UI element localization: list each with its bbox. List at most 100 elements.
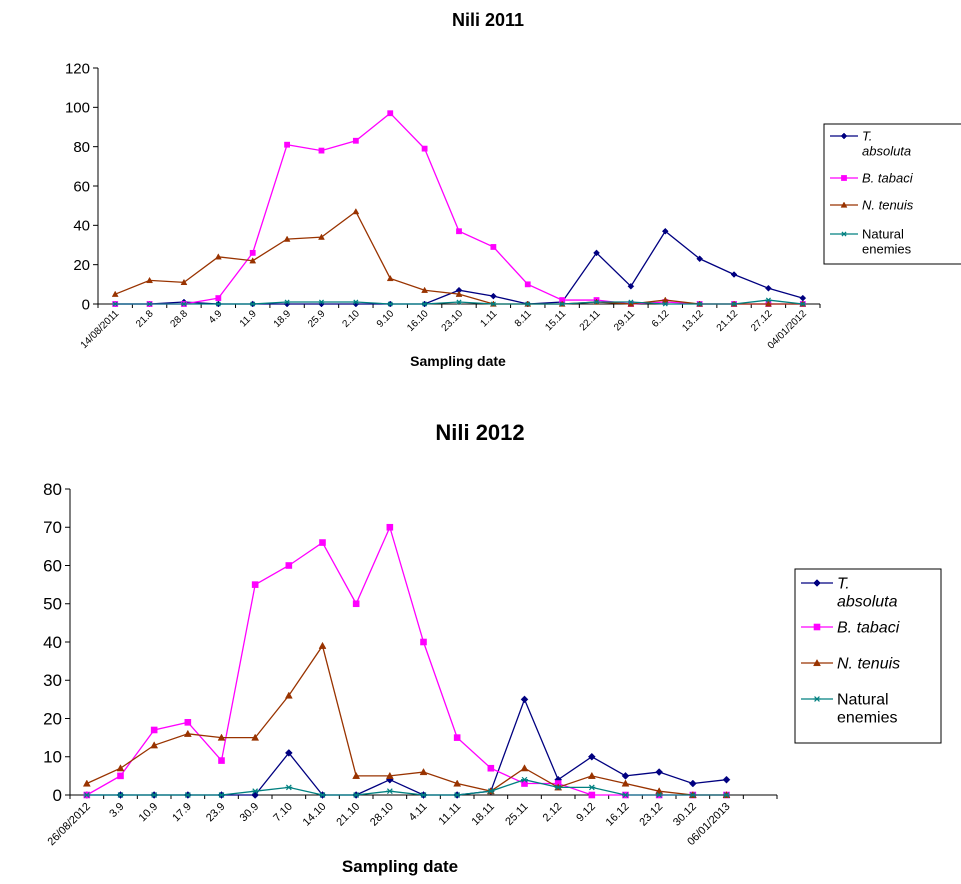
legend: T.absoluta B. tabaci N. tenuis Naturalenemi… xyxy=(823,123,961,265)
x-tick-label: 18.11 xyxy=(470,801,497,828)
legend-label: T. xyxy=(837,576,850,593)
data-point xyxy=(352,600,360,608)
marker-stroke xyxy=(588,784,595,791)
data-point xyxy=(386,523,394,531)
y-tick-label: 80 xyxy=(43,480,62,499)
data-point xyxy=(661,227,669,235)
data-point xyxy=(730,271,738,278)
marker-stroke xyxy=(319,792,326,798)
marker-stroke xyxy=(689,792,696,798)
x-tick-label: 6.12 xyxy=(650,308,672,330)
data-point xyxy=(111,290,119,297)
marker-stroke xyxy=(420,792,427,798)
data-point xyxy=(318,233,325,240)
data-point xyxy=(662,301,669,307)
y-tick-label: 80 xyxy=(73,139,90,156)
marker-stroke xyxy=(386,788,393,795)
marker-stroke xyxy=(353,792,360,798)
legend-label: absoluta xyxy=(837,594,898,611)
data-point xyxy=(180,278,188,286)
marker-stroke xyxy=(723,792,730,798)
data-point xyxy=(285,562,293,569)
data-point xyxy=(249,257,257,264)
x-tick-label: 4.9 xyxy=(207,308,225,326)
y-tick-label: 60 xyxy=(43,556,62,575)
data-point xyxy=(184,719,192,726)
legend-box xyxy=(794,568,942,744)
data-point xyxy=(559,301,566,307)
data-point xyxy=(385,771,394,779)
data-point xyxy=(723,792,730,798)
series-natural-enemies xyxy=(112,297,806,307)
data-point xyxy=(150,792,158,798)
data-point xyxy=(217,733,226,741)
data-point xyxy=(696,255,704,263)
marker-stroke xyxy=(454,792,461,798)
legend-item: N. tenuis xyxy=(830,198,914,213)
data-point xyxy=(319,792,326,798)
marker-stroke xyxy=(387,301,393,307)
legend-item: T.absoluta xyxy=(830,129,911,159)
y-tick-label: 10 xyxy=(43,748,62,767)
x-tick-label: 11.11 xyxy=(436,801,463,828)
data-point xyxy=(117,772,124,780)
x-tick-label: 14/08/2011 xyxy=(79,308,122,351)
marker-stroke xyxy=(765,297,771,303)
x-tick-label: 4.11 xyxy=(407,801,430,824)
marker-stroke xyxy=(555,784,562,791)
data-point xyxy=(520,764,529,772)
data-point xyxy=(696,301,703,307)
data-point xyxy=(112,301,119,307)
x-axis-label: Sampling date xyxy=(410,353,506,369)
data-point xyxy=(318,147,325,154)
data-point xyxy=(688,779,697,788)
x-tick-label: 1.11 xyxy=(478,308,499,329)
marker-stroke xyxy=(841,231,847,237)
marker-stroke xyxy=(731,301,737,307)
data-point xyxy=(765,300,772,307)
marker-stroke xyxy=(456,299,462,305)
x-tick-label: 8.11 xyxy=(513,308,534,329)
x-tick-label: 10.9 xyxy=(137,801,161,825)
x-tick-label: 22.11 xyxy=(578,308,603,333)
data-point xyxy=(490,244,497,250)
data-point xyxy=(284,141,290,148)
data-point xyxy=(593,299,600,305)
x-tick-label: 25.9 xyxy=(306,308,328,330)
data-point xyxy=(524,281,531,288)
x-tick-label: 26/08/2012 xyxy=(46,801,93,848)
data-point xyxy=(627,282,635,290)
x-tick-label: 28.8 xyxy=(169,308,191,330)
x-tick-label: 14.10 xyxy=(301,801,329,829)
data-point xyxy=(799,301,806,307)
data-point xyxy=(83,792,91,798)
legend-swatch-marker xyxy=(840,201,848,208)
data-point xyxy=(249,301,256,307)
marker-stroke xyxy=(284,299,290,305)
data-point xyxy=(215,295,222,302)
data-point xyxy=(588,791,596,799)
x-tick-label: 2.10 xyxy=(340,308,362,330)
data-point xyxy=(521,780,528,787)
data-point xyxy=(487,788,495,795)
data-point xyxy=(655,792,663,798)
x-tick-label: 27.12 xyxy=(749,308,775,334)
chart-nili-2011: Nili 2011 Sampling date 0 20 40 60 80 100 120 1… xyxy=(65,10,961,369)
data-point xyxy=(184,792,192,798)
legend-swatch-marker xyxy=(841,231,847,237)
marker-stroke xyxy=(215,301,221,307)
data-point xyxy=(490,301,497,307)
data-point xyxy=(218,757,225,764)
chart-title: Nili 2011 xyxy=(452,10,524,30)
x-tick-label: 25.11 xyxy=(503,801,530,828)
data-point xyxy=(421,301,428,307)
marker-stroke xyxy=(250,301,256,307)
data-point xyxy=(420,792,427,798)
data-point xyxy=(352,299,359,305)
data-point xyxy=(655,787,664,795)
series-line xyxy=(115,112,803,305)
x-tick-label: 29.11 xyxy=(612,308,637,333)
data-point xyxy=(765,284,772,292)
x-tick-label: 30.12 xyxy=(671,801,699,829)
data-point xyxy=(387,301,394,307)
